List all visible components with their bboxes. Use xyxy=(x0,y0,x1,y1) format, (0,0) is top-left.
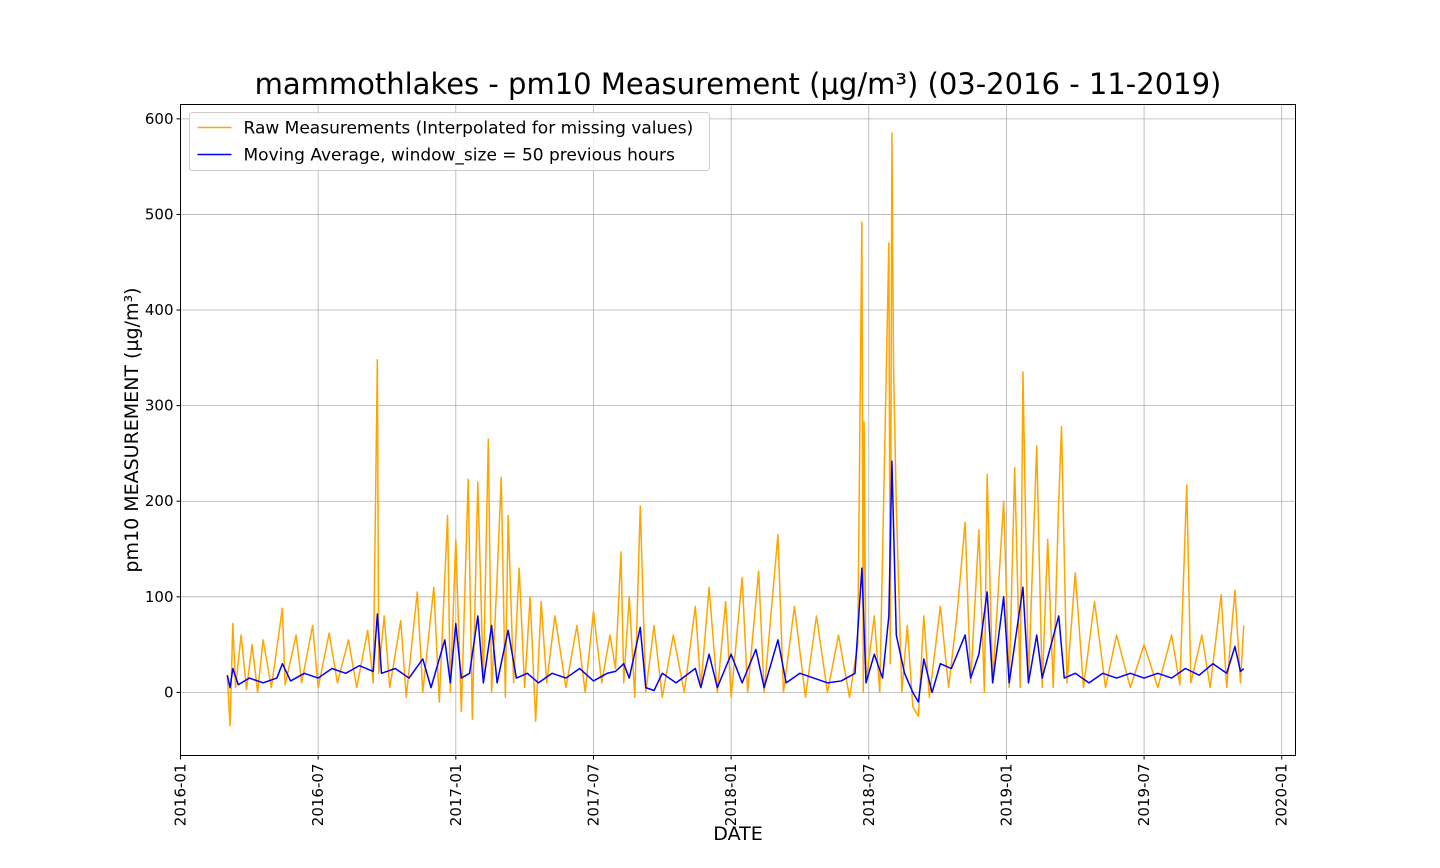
x-tick-label: 2016-07 xyxy=(309,764,327,827)
y-tick-label: 100 xyxy=(145,588,174,606)
plot-area xyxy=(226,132,1245,727)
y-tick-label: 400 xyxy=(145,301,174,319)
legend-box xyxy=(189,112,710,171)
y-tick-label: 0 xyxy=(164,683,174,701)
legend-label: Moving Average, window_size = 50 previou… xyxy=(244,146,676,166)
series-line xyxy=(226,460,1245,703)
x-tick-label: 2017-07 xyxy=(584,764,602,827)
chart-title: mammothlakes - pm10 Measurement (µg/m³) … xyxy=(255,67,1222,101)
y-tick-label: 600 xyxy=(145,110,174,128)
x-tick-label: 2020-01 xyxy=(1273,764,1291,827)
grid xyxy=(180,104,1296,756)
x-tick-label: 2016-01 xyxy=(172,764,190,827)
ticks: 0 100 200 300 400 500 600 2016-01 2016-07 2017-01… xyxy=(145,110,1291,826)
x-tick-label: 2019-07 xyxy=(1135,764,1153,827)
y-tick-label: 500 xyxy=(145,205,174,223)
legend: Raw Measurements (Interpolated for missi… xyxy=(189,112,710,171)
series-line xyxy=(226,132,1245,727)
x-tick-label: 2017-01 xyxy=(447,764,465,827)
x-tick-label: 2018-01 xyxy=(722,764,740,827)
axes-frame xyxy=(180,104,1296,756)
x-tick-label: 2019-01 xyxy=(997,764,1015,827)
y-tick-label: 300 xyxy=(145,397,174,415)
x-axis-label: DATE xyxy=(713,823,762,845)
y-axis-label: pm10 MEASUREMENT (µg/m³) xyxy=(121,287,143,572)
x-tick-label: 2018-07 xyxy=(860,764,878,827)
legend-label: Raw Measurements (Interpolated for missi… xyxy=(244,119,694,139)
y-tick-label: 200 xyxy=(145,492,174,510)
